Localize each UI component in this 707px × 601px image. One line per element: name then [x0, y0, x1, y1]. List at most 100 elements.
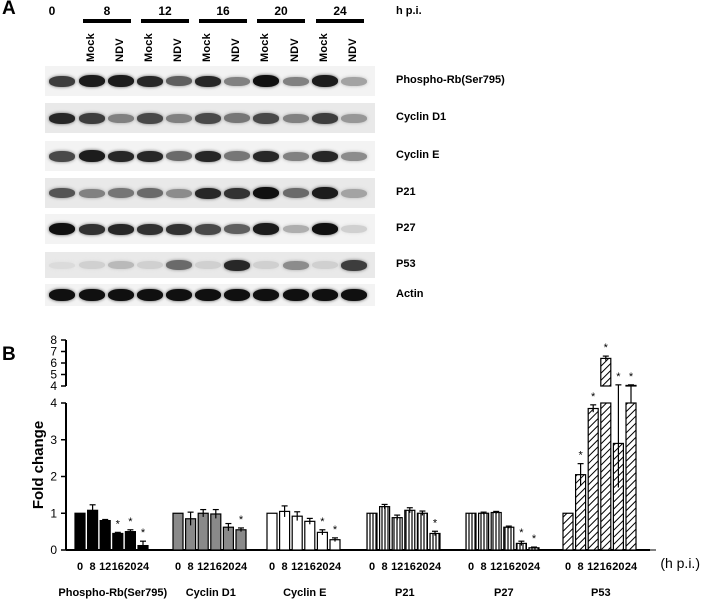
blot-band [108, 223, 134, 235]
blot-strip [45, 252, 375, 278]
x-unit-label: (h p.i.) [660, 555, 700, 571]
blot-band [79, 150, 105, 162]
blot-band [166, 113, 192, 123]
time-unit-label: h p.i. [396, 5, 422, 17]
blot-band [341, 113, 367, 123]
group-label: Cyclin D1 [186, 587, 236, 599]
bar-upper [600, 357, 612, 387]
x-tick-label: 20 [316, 561, 328, 573]
bar [197, 512, 209, 551]
blot-band [312, 289, 338, 301]
bar [391, 517, 403, 551]
blot-band [253, 75, 279, 87]
bar [279, 510, 291, 551]
time-point-label: 8 [103, 4, 111, 18]
blot-band [49, 112, 75, 124]
blot-strip [45, 103, 375, 133]
blot-band [253, 187, 279, 199]
blot-band [341, 225, 367, 233]
significance-asterisk: * [333, 524, 338, 536]
time-point-bar [83, 19, 131, 23]
blot-band [224, 76, 250, 86]
blot-band [49, 150, 75, 162]
x-tick-label: 0 [369, 561, 375, 573]
bar [600, 402, 612, 551]
blot-band [79, 112, 105, 124]
blot-band [195, 150, 221, 162]
y-tick-label-upper: 4 [50, 379, 57, 393]
bar [503, 526, 515, 551]
y-tick-label-lower: 1 [50, 506, 57, 520]
blot-row-label: P27 [396, 222, 416, 234]
bar [416, 512, 428, 551]
lane-label-ndv: NDV [172, 38, 184, 62]
significance-asterisk: * [591, 391, 596, 403]
time-point-label: 12 [158, 4, 172, 18]
significance-asterisk: * [239, 514, 244, 526]
x-tick-label: 24 [137, 561, 150, 573]
lane-label-ndv: NDV [114, 38, 126, 62]
x-tick-label: 24 [625, 561, 638, 573]
panel-b-letter: B [2, 344, 16, 365]
blot-band [283, 260, 309, 270]
bar [291, 515, 303, 551]
y-tick-label-upper: 6 [50, 356, 57, 370]
bar [562, 512, 574, 551]
panel-a-letter: A [2, 0, 16, 19]
blot-band [224, 187, 250, 199]
x-tick-label: 8 [282, 561, 288, 573]
blot-band [283, 225, 309, 233]
blot-row-label: P21 [396, 186, 416, 198]
bar [86, 509, 99, 551]
blot-band [341, 289, 367, 301]
blot-band [224, 113, 250, 123]
x-tick-label: 8 [382, 561, 388, 573]
blot-row-label: P53 [396, 258, 416, 270]
x-tick-label: 24 [329, 561, 342, 573]
lane-label-mock: Mock [318, 33, 330, 62]
x-tick-label: 16 [404, 561, 416, 573]
blot-band [253, 223, 279, 235]
bar [490, 511, 502, 551]
x-tick-label: 20 [124, 561, 136, 573]
bar [478, 512, 490, 551]
blot-band [283, 188, 309, 198]
x-tick-label: 16 [112, 561, 124, 573]
blot-band [195, 261, 221, 269]
bar [429, 532, 441, 551]
blot-band [166, 151, 192, 161]
y-tick-label-upper: 5 [50, 368, 57, 382]
blot-band [166, 260, 192, 270]
blot-band [341, 188, 367, 198]
x-tick-label: 8 [90, 561, 96, 573]
bar [235, 529, 247, 551]
blot-band [312, 112, 338, 124]
blot-band [166, 188, 192, 198]
blot-band [195, 223, 221, 235]
blot-band [79, 261, 105, 269]
group-label: P53 [591, 587, 611, 599]
blot-band [253, 289, 279, 301]
significance-asterisk: * [433, 517, 438, 529]
blot-strip [45, 284, 375, 306]
significance-asterisk: * [116, 518, 121, 530]
blot-band [283, 289, 309, 301]
blot-band [108, 113, 134, 123]
x-tick-label: 20 [515, 561, 527, 573]
blot-band [166, 76, 192, 86]
bar [404, 509, 416, 551]
bar [465, 512, 477, 551]
time-point-bar [199, 19, 247, 23]
y-tick-label-lower: 0 [50, 543, 57, 557]
blot-band [79, 188, 105, 198]
blot-band [283, 151, 309, 161]
x-tick-label: 12 [391, 561, 403, 573]
blot-band [49, 188, 75, 198]
blot-row-label: Actin [396, 288, 424, 300]
blot-row-label: Cyclin D1 [396, 111, 447, 123]
y-tick-label-lower: 3 [50, 433, 57, 447]
blot-band [224, 289, 250, 301]
blot-band [253, 112, 279, 124]
time-point-zero: 0 [48, 4, 56, 18]
x-tick-label: 12 [99, 561, 111, 573]
